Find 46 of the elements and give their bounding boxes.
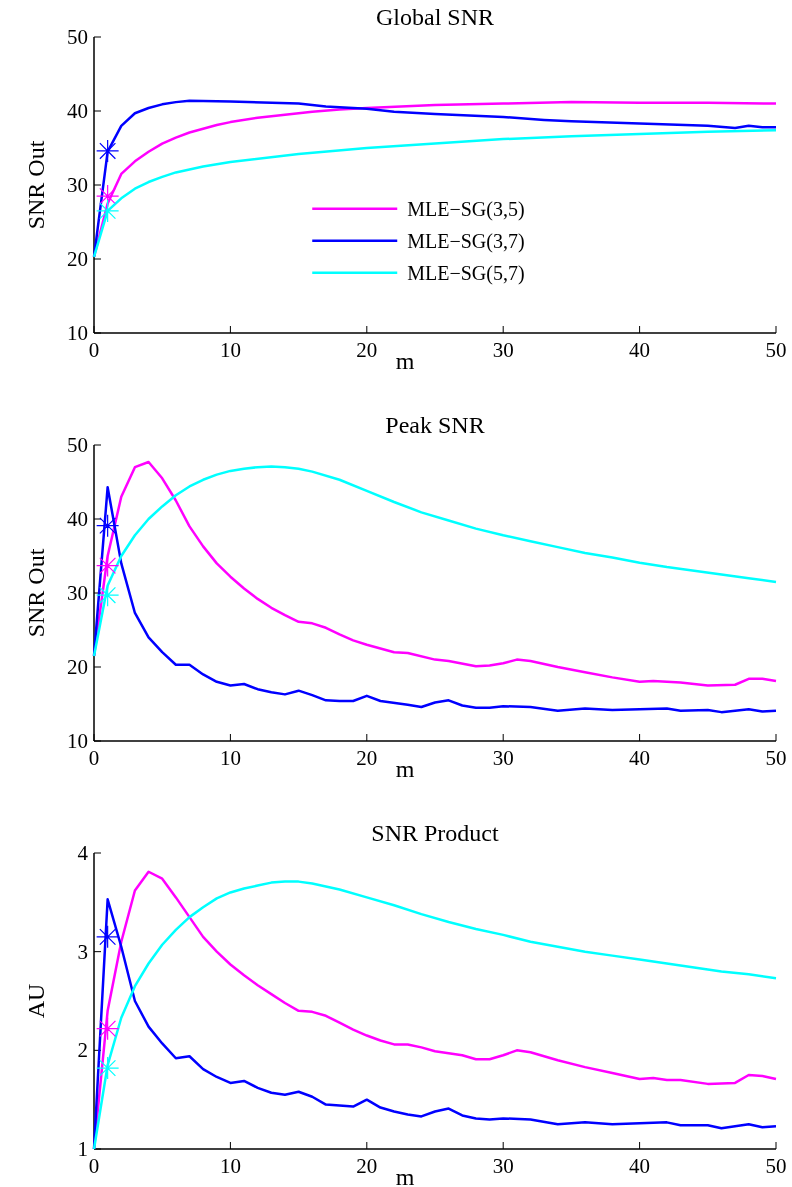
x-tick-label: 10 [219,338,241,362]
x-tick-label: 0 [88,1154,100,1178]
legend-label: MLE−SG(5,7) [407,261,525,285]
x-tick-label: 20 [356,746,378,770]
x-axis-title: m [395,348,415,374]
x-tick-label: 40 [629,1154,651,1178]
x-tick-label: 20 [356,1154,378,1178]
y-tick-label: 20 [67,655,88,679]
x-axis-title: m [395,756,415,782]
y-tick-label: 30 [67,581,88,605]
y-axis-title: SNR Out [23,140,49,230]
x-tick-label: 10 [219,746,241,770]
x-tick-label: 40 [629,338,651,362]
x-tick-label: 0 [88,338,100,362]
x-tick-label: 50 [765,1154,787,1178]
y-tick-label: 20 [67,247,88,271]
chart-title: Peak SNR [385,412,485,438]
line-series [92,128,778,259]
y-tick-label: 4 [77,841,89,865]
line-series [92,485,778,714]
y-tick-label: 10 [67,729,88,753]
x-axis-title: m [395,1164,415,1187]
chart-title: Global SNR [375,4,495,30]
y-tick-label: 3 [77,939,88,964]
x-tick-label: 30 [492,1154,514,1178]
y-tick-label: 40 [67,507,88,531]
y-tick-label: 2 [77,1038,88,1063]
y-axis-title: AU [23,983,49,1019]
y-tick-label: 10 [67,321,88,345]
y-tick-label: 50 [67,433,88,457]
x-tick-label: 30 [492,746,514,770]
y-tick-label: 1 [77,1137,88,1161]
x-tick-label: 10 [219,1154,241,1178]
x-tick-label: 50 [765,746,787,770]
y-tick-label: 40 [67,99,88,123]
legend-label: MLE−SG(3,7) [407,229,525,253]
y-axis-title: SNR Out [23,548,49,638]
x-tick-label: 50 [765,338,787,362]
x-tick-label: 20 [356,338,378,362]
x-tick-label: 0 [88,746,100,770]
x-tick-label: 40 [629,746,651,770]
x-tick-label: 30 [492,338,514,362]
y-tick-label: 30 [67,173,88,197]
legend-label: MLE−SG(3,5) [407,197,525,221]
y-tick-label: 50 [67,25,88,49]
chart-title: SNR Product [371,820,499,846]
